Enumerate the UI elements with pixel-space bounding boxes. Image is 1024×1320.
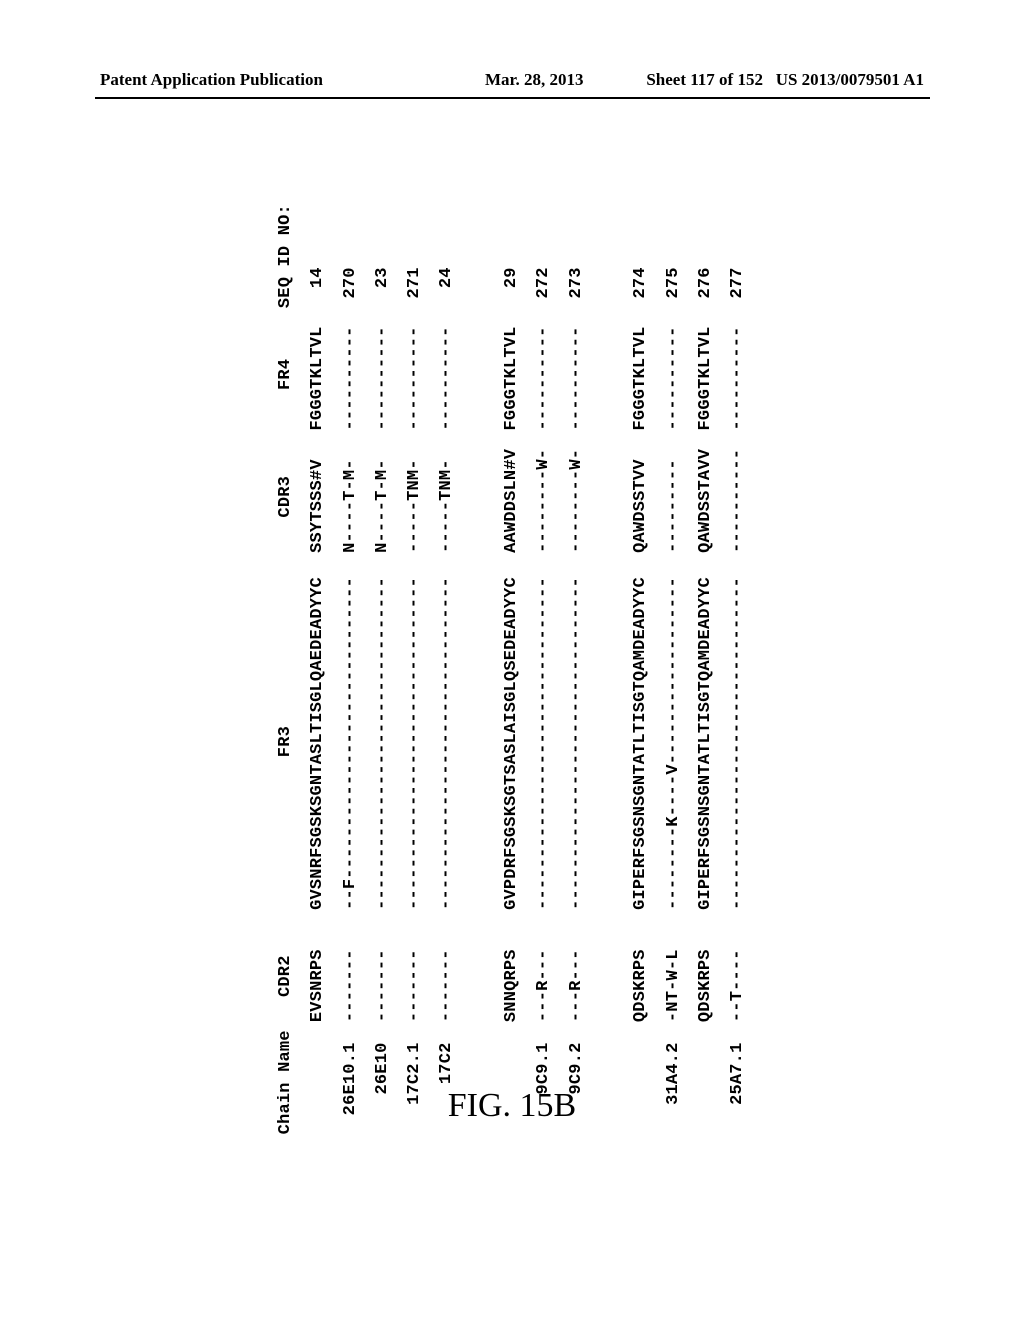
fr3-cell: GIPERFSGSNSGNTATLTISGTQAMDEADYYC [690,573,722,910]
cdr2-cell: SNNQRPS [496,930,528,1022]
figure-label: FIG. 15B [0,1087,1024,1125]
alignment-row: 9C9.1---R-------------------------------… [528,186,560,1135]
fr4-cell: ---------- [399,318,431,430]
col-header-cdr2: CDR2 [270,930,302,1022]
col-header-cdr3: CDR3 [270,441,302,553]
cdr2-cell: ---R--- [560,930,592,1022]
fr3-cell: -------------------------------- [431,573,463,910]
cdr3-cell: -----TNM- [399,441,431,553]
cdr2-cell: ---R--- [528,930,560,1022]
sequence-alignment-table: Chain NameCDR2FR3CDR3FR4SEQ ID NO:EVSNRP… [270,186,754,1135]
cdr3-cell: N----T-M- [367,441,399,553]
cdr2-cell: EVSNRPS [302,930,334,1022]
seqid-cell: 271 [399,267,431,308]
fr3-cell: -------------------------------- [560,573,592,910]
cdr3-cell: -----TNM- [431,441,463,553]
header-pubnum-text: US 2013/0079501 A1 [776,70,924,89]
fr4-cell: ---------- [657,318,689,430]
alignment-row: 9C9.2---R-------------------------------… [560,186,592,1135]
seqid-cell: 273 [560,267,592,308]
alignment-row: 26E10-----------------------------------… [367,186,399,1135]
header-date: Mar. 28, 2013 [485,70,584,90]
alignment-container: Chain NameCDR2FR3CDR3FR4SEQ ID NO:EVSNRP… [270,186,754,1135]
fr3-cell: -------------------------------- [528,573,560,910]
cdr2-cell: ------- [431,930,463,1022]
cdr2-cell: --T---- [722,930,754,1022]
cdr2-cell: ------- [334,930,366,1022]
fr3-cell: -------------------------------- [722,573,754,910]
cdr2-cell: -NT-W-L [657,930,689,1022]
cdr3-cell: SSYTSSS#V [302,441,334,553]
fr4-cell: ---------- [334,318,366,430]
seqid-cell: 23 [367,267,399,308]
col-header-fr3: FR3 [270,573,302,910]
fr4-cell: FGGGTKLTVL [496,318,528,430]
header-pub-type: Patent Application Publication [100,70,323,90]
alignment-row: 25A7.1--T-------------------------------… [722,186,754,1135]
group-gap [464,186,496,1135]
seqid-cell: 24 [431,267,463,308]
cdr3-cell: --------W- [528,441,560,553]
seqid-cell: 277 [722,267,754,308]
header-rule [95,97,930,99]
col-header-seqid: SEQ ID NO: [270,186,302,308]
cdr3-cell: --------W- [560,441,592,553]
fr3-cell: --------K----V------------------ [657,573,689,910]
header-sheet: Sheet 117 of 152 [646,70,763,89]
fr3-cell: GIPERFSGSNSGNTATLTISGTQAMDEADYYC [625,573,657,910]
seqid-cell: 14 [302,267,334,308]
fr3-cell: --F----------------------------- [334,573,366,910]
alignment-row: QDSKRPS GIPERFSGSNSGNTATLTISGTQAMDEADYYC Q… [690,186,722,1135]
cdr3-cell: N----T-M- [334,441,366,553]
alignment-row: EVSNRPS GVSNRFSGSKSGNTASLTISGLQAEDEADYYC S… [302,186,334,1135]
fr4-cell: FGGGTKLTVL [302,318,334,430]
alignment-row: 17C2------------------------------------… [431,186,463,1135]
seqid-cell: 270 [334,267,366,308]
cdr2-cell: QDSKRPS [690,930,722,1022]
fr4-cell: ---------- [722,318,754,430]
fr4-cell: ---------- [560,318,592,430]
fr4-cell: FGGGTKLTVL [690,318,722,430]
column-header-row: Chain NameCDR2FR3CDR3FR4SEQ ID NO: [270,186,302,1135]
fr3-cell: GVSNRFSGSKSGNTASLTISGLQAEDEADYYC [302,573,334,910]
cdr3-cell: QAWDSSTVV [625,441,657,553]
alignment-row: 17C2.1----------------------------------… [399,186,431,1135]
header-pub-num: Sheet 117 of 152 US 2013/0079501 A1 [646,70,924,90]
alignment-row: QDSKRPS GIPERFSGSNSGNTATLTISGTQAMDEADYYC Q… [625,186,657,1135]
seqid-cell: 272 [528,267,560,308]
fr4-cell: ---------- [528,318,560,430]
cdr3-cell: AAWDDSLN#V [496,441,528,553]
seqid-cell: 276 [690,267,722,308]
fr4-cell: ---------- [367,318,399,430]
col-header-fr4: FR4 [270,318,302,430]
seqid-cell: 274 [625,267,657,308]
alignment-row: SNNQRPS GVPDRFSGSKSGTSASLAISGLQSEDEADYYC A… [496,186,528,1135]
cdr2-cell: ------- [399,930,431,1022]
cdr3-cell: QAWDSSTAVV [690,441,722,553]
seqid-cell: 29 [496,267,528,308]
fr3-cell: -------------------------------- [399,573,431,910]
cdr3-cell: --------- [657,441,689,553]
alignment-row: 31A4.2-NT-W-L--------K----V-------------… [657,186,689,1135]
fr3-cell: -------------------------------- [367,573,399,910]
fr4-cell: FGGGTKLTVL [625,318,657,430]
fr3-cell: GVPDRFSGSKSGTSASLAISGLQSEDEADYYC [496,573,528,910]
cdr2-cell: ------- [367,930,399,1022]
cdr3-cell: ---------- [722,441,754,553]
fr4-cell: ---------- [431,318,463,430]
cdr2-cell: QDSKRPS [625,930,657,1022]
seqid-cell: 275 [657,267,689,308]
group-gap [593,186,625,1135]
alignment-row: 26E10.1---------F-----------------------… [334,186,366,1135]
